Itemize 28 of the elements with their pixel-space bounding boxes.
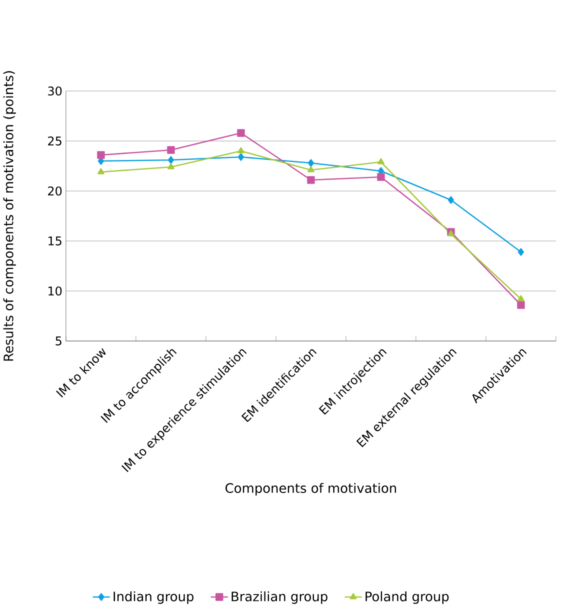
point [237, 129, 245, 137]
point [98, 168, 104, 174]
point [167, 146, 175, 154]
y-tick-label: 15 [48, 236, 62, 246]
point [377, 173, 385, 181]
y-tick-label: 10 [48, 286, 62, 296]
point [307, 176, 315, 184]
y-tick-label: 5 [56, 336, 62, 346]
point [448, 196, 454, 204]
legend-label: Indian group [114, 591, 194, 604]
point [168, 163, 174, 170]
y-axis-title: Results of components of motivation (points) [3, 71, 16, 361]
point [378, 158, 384, 164]
point [308, 166, 314, 172]
point [517, 301, 525, 309]
point [518, 295, 524, 302]
x-axis-title: Components of motivation [226, 482, 396, 496]
y-tick-label: 30 [48, 86, 62, 96]
legend-label: Poland group [366, 591, 449, 604]
point [518, 248, 524, 256]
legend-label: Brazilian group [232, 591, 328, 604]
point [238, 153, 244, 161]
point [97, 151, 105, 159]
point [238, 147, 244, 154]
y-tick-label: 25 [48, 136, 62, 146]
y-tick-label: 20 [48, 186, 62, 196]
point [168, 156, 174, 164]
point [308, 159, 314, 167]
